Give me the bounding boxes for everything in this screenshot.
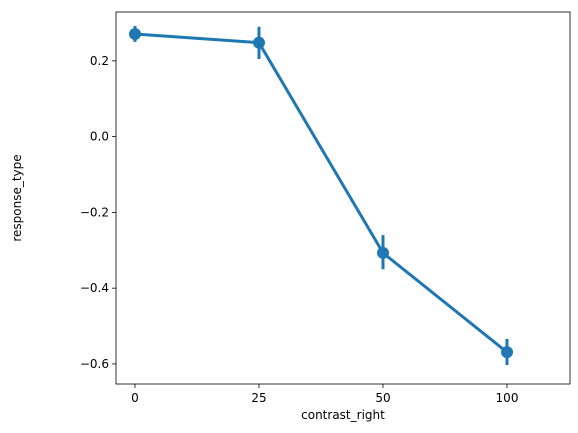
y-tick-label: −0.6 — [80, 357, 109, 371]
point — [129, 27, 141, 40]
point — [253, 36, 265, 49]
y-tick-label: 0.2 — [90, 54, 109, 68]
y-tick-label: 0.0 — [90, 130, 109, 144]
x-axis-label: contrast_right — [301, 408, 385, 422]
y-tick-label: −0.2 — [80, 205, 109, 219]
x-tick-label: 25 — [251, 391, 266, 405]
axes-frame — [115, 11, 571, 385]
point — [377, 246, 389, 259]
x-tick-label: 0 — [131, 391, 139, 405]
x-tick-label: 100 — [496, 391, 519, 405]
y-tick-label: −0.4 — [80, 281, 109, 295]
point — [501, 346, 513, 359]
x-tick-label: 50 — [375, 391, 390, 405]
line — [134, 32, 508, 354]
y-axis-label: response_type — [10, 154, 24, 241]
